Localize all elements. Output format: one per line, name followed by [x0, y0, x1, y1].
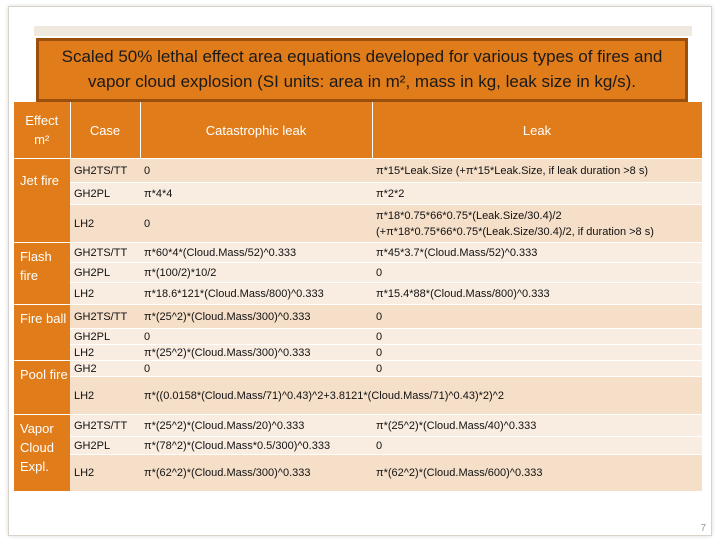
- effect-type-fire-ball: Fire ball: [14, 304, 70, 361]
- table-row: Fire ball GH2TS/TT π*(25^2)*(Cloud.Mass/…: [14, 304, 702, 361]
- table-header-row: Effect m² Case Catastrophic leak Leak: [14, 102, 703, 159]
- leak-cell: π*15.4*88*(Cloud.Mass/800)^0.333: [372, 282, 702, 305]
- catastrophic-cell: π*(78^2)*(Cloud.Mass*0.5/300)^0.333: [140, 436, 372, 455]
- case-cell: GH2TS/TT: [70, 304, 140, 329]
- leak-cell: 0: [372, 344, 702, 361]
- leak-cell: 0: [372, 328, 702, 345]
- catastrophic-cell: π*60*4*(Cloud.Mass/52)^0.333: [140, 242, 372, 263]
- leak-cell: 0: [372, 304, 702, 329]
- catastrophic-cell: π*(25^2)*(Cloud.Mass/300)^0.333: [140, 304, 372, 329]
- leak-cell: π*(62^2)*(Cloud.Mass/600)^0.333: [372, 454, 702, 491]
- case-cell: LH2: [70, 344, 140, 361]
- case-cell: LH2: [70, 204, 140, 243]
- table-row: LH2 π*18.6*121*(Cloud.Mass/800)^0.333 π*…: [14, 282, 702, 305]
- header-catastrophic: Catastrophic leak: [140, 102, 373, 159]
- table-row: LH2 π*(25^2)*(Cloud.Mass/300)^0.333 0: [14, 344, 702, 361]
- table-row: LH2 0 π*18*0.75*66*0.75*(Leak.Size/30.4)…: [14, 204, 702, 243]
- leak-cell: 0: [372, 436, 702, 455]
- table-row: Jet fire GH2TS/TT 0 π*15*Leak.Size (+π*1…: [14, 158, 702, 243]
- effect-type-flash-fire: Flash fire: [14, 242, 70, 305]
- table-row: GH2PL 0 0: [14, 328, 702, 345]
- page-number: 7: [700, 523, 706, 534]
- catastrophic-cell: π*4*4: [140, 182, 372, 205]
- header-case: Case: [70, 102, 141, 159]
- case-cell: LH2: [70, 282, 140, 305]
- catastrophic-cell: 0: [140, 158, 372, 183]
- case-cell: LH2: [70, 376, 140, 415]
- title-top-strip: [34, 26, 692, 36]
- leak-cell: π*15*Leak.Size (+π*15*Leak.Size, if leak…: [372, 158, 702, 183]
- header-effect-label: Effect: [25, 113, 59, 128]
- leak-line-1: π*18*0.75*66*0.75*(Leak.Size/30.4)/2: [376, 209, 562, 222]
- table-row: GH2PL π*4*4 π*2*2: [14, 182, 702, 205]
- catastrophic-cell: 0: [140, 360, 372, 377]
- case-cell: GH2: [70, 360, 140, 377]
- table-row: Vapor Cloud Expl. GH2TS/TT π*(25^2)*(Clo…: [14, 414, 702, 491]
- case-cell: LH2: [70, 454, 140, 491]
- table-row: Pool fire GH2 0 0: [14, 360, 702, 415]
- case-cell: GH2TS/TT: [70, 242, 140, 263]
- leak-cell: 0: [372, 360, 702, 377]
- catastrophic-cell: π*(25^2)*(Cloud.Mass/300)^0.333: [140, 344, 372, 361]
- catastrophic-cell: π*18.6*121*(Cloud.Mass/800)^0.333: [140, 282, 372, 305]
- effect-type-jet-fire: Jet fire: [14, 158, 70, 243]
- leak-cell: π*45*3.7*(Cloud.Mass/52)^0.333: [372, 242, 702, 263]
- catastrophic-cell: π*(25^2)*(Cloud.Mass/20)^0.333: [140, 414, 372, 437]
- catastrophic-cell: 0: [140, 204, 372, 243]
- slide-title: Scaled 50% lethal effect area equations …: [36, 38, 688, 102]
- table-row: LH2 π*((0.0158*(Cloud.Mass/71)^0.43)^2+3…: [14, 376, 702, 415]
- case-cell: GH2PL: [70, 328, 140, 345]
- leak-line-2: (+π*18*0.75*66*0.75*(Leak.Size/30.4)/2, …: [376, 225, 654, 238]
- header-leak: Leak: [372, 102, 703, 159]
- catastrophic-cell: π*(100/2)*10/2: [140, 262, 372, 283]
- case-cell: GH2TS/TT: [70, 414, 140, 437]
- leak-cell: π*18*0.75*66*0.75*(Leak.Size/30.4)/2 (+π…: [372, 204, 702, 243]
- catastrophic-cell: π*((0.0158*(Cloud.Mass/71)^0.43)^2+3.812…: [140, 376, 702, 415]
- leak-cell: 0: [372, 262, 702, 283]
- effect-type-vapor-cloud-explosion: Vapor Cloud Expl.: [14, 414, 70, 491]
- case-cell: GH2PL: [70, 182, 140, 205]
- table-row: GH2PL π*(78^2)*(Cloud.Mass*0.5/300)^0.33…: [14, 436, 702, 455]
- header-effect: Effect m²: [14, 102, 71, 159]
- equations-table: Effect m² Case Catastrophic leak Leak Je…: [14, 102, 703, 491]
- case-cell: GH2PL: [70, 436, 140, 455]
- table-row: LH2 π*(62^2)*(Cloud.Mass/300)^0.333 π*(6…: [14, 454, 702, 491]
- leak-cell: π*2*2: [372, 182, 702, 205]
- catastrophic-cell: π*(62^2)*(Cloud.Mass/300)^0.333: [140, 454, 372, 491]
- case-cell: GH2TS/TT: [70, 158, 140, 183]
- case-cell: GH2PL: [70, 262, 140, 283]
- leak-cell: π*(25^2)*(Cloud.Mass/40)^0.333: [372, 414, 702, 437]
- catastrophic-cell: 0: [140, 328, 372, 345]
- header-effect-unit: m²: [34, 132, 50, 147]
- table-row: Flash fire GH2TS/TT π*60*4*(Cloud.Mass/5…: [14, 242, 702, 305]
- effect-type-pool-fire: Pool fire: [14, 360, 70, 415]
- table-row: GH2PL π*(100/2)*10/2 0: [14, 262, 702, 283]
